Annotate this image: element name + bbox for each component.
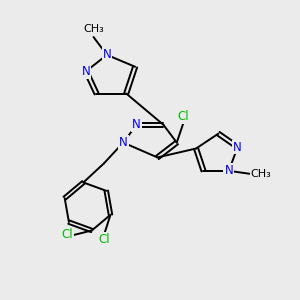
Text: N: N [224, 164, 233, 177]
Text: Cl: Cl [99, 233, 110, 246]
Text: N: N [103, 48, 111, 62]
Text: Cl: Cl [61, 228, 73, 242]
Text: Cl: Cl [178, 110, 189, 123]
Text: N: N [119, 136, 128, 149]
Text: N: N [132, 118, 141, 131]
Text: N: N [82, 65, 91, 78]
Text: N: N [233, 140, 242, 154]
Text: CH₃: CH₃ [83, 24, 104, 34]
Text: CH₃: CH₃ [250, 169, 271, 179]
